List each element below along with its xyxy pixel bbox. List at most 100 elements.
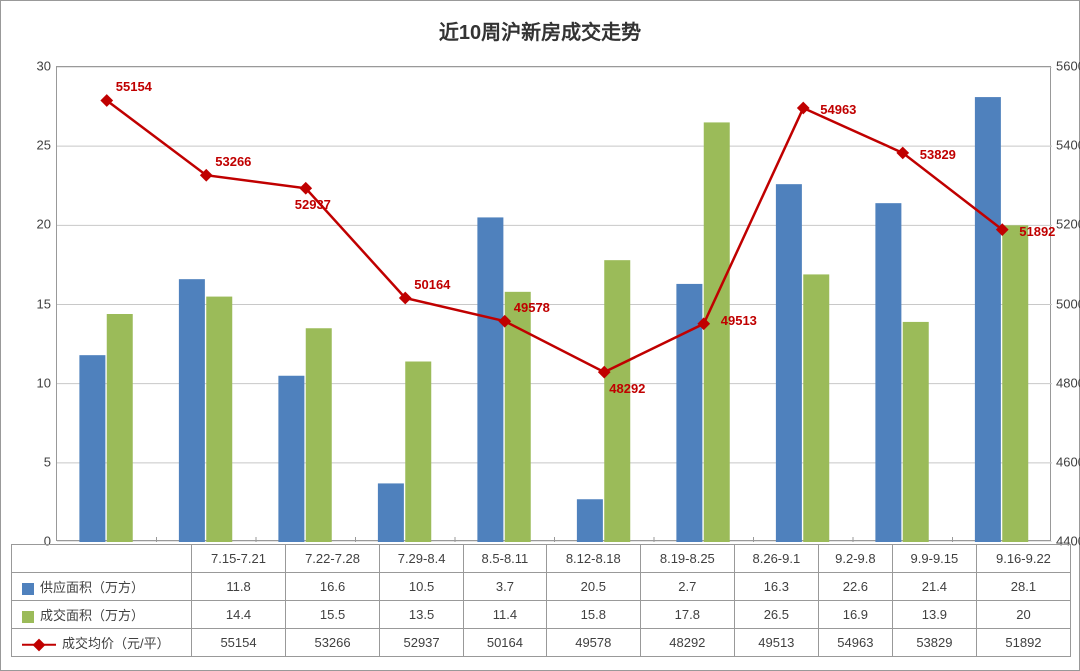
supply-bar <box>975 97 1001 542</box>
table-category-cell: 9.2-9.8 <box>818 545 892 573</box>
table-category-cell: 9.16-9.22 <box>976 545 1070 573</box>
table-value-cell: 11.8 <box>192 573 286 601</box>
supply-bar <box>875 203 901 542</box>
table-value-cell: 14.4 <box>192 601 286 629</box>
table-value-cell: 15.8 <box>546 601 640 629</box>
y1-tick-label: 5 <box>6 454 51 469</box>
deal-legend-icon <box>22 611 34 623</box>
price-data-label: 48292 <box>609 381 645 396</box>
deal-bar <box>704 122 730 542</box>
table-value-cell: 48292 <box>640 629 734 657</box>
chart-container: 近10周沪新房成交走势 051015202530 440004600048000… <box>0 0 1080 671</box>
supply-bar <box>577 499 603 542</box>
price-line <box>107 100 1003 372</box>
supply-bar <box>179 279 205 542</box>
supply-bar <box>278 376 304 542</box>
table-value-cell: 16.9 <box>818 601 892 629</box>
y2-tick-label: 54000 <box>1056 138 1080 153</box>
table-value-cell: 55154 <box>192 629 286 657</box>
chart-title: 近10周沪新房成交走势 <box>1 1 1079 45</box>
table-category-cell: 8.19-8.25 <box>640 545 734 573</box>
price-data-label: 53829 <box>920 147 956 162</box>
legend-cell-supply: 供应面积（万方） <box>12 573 192 601</box>
table-value-cell: 13.9 <box>892 601 976 629</box>
deal-bar <box>604 260 630 542</box>
table-value-cell: 17.8 <box>640 601 734 629</box>
supply-bar <box>378 483 404 542</box>
supply-bar <box>79 355 105 542</box>
table-value-cell: 10.5 <box>380 573 464 601</box>
price-data-label: 49513 <box>721 313 757 328</box>
supply-bar <box>676 284 702 542</box>
table-value-cell: 49578 <box>546 629 640 657</box>
legend-cell-deal: 成交面积（万方） <box>12 601 192 629</box>
y1-tick-label: 10 <box>6 375 51 390</box>
price-data-label: 54963 <box>820 102 856 117</box>
table-value-cell: 50164 <box>464 629 547 657</box>
table-category-cell: 9.9-9.15 <box>892 545 976 573</box>
table-category-cell: 8.26-9.1 <box>734 545 818 573</box>
y2-tick-label: 50000 <box>1056 296 1080 311</box>
table-category-cell: 7.15-7.21 <box>192 545 286 573</box>
price-data-label: 53266 <box>215 154 251 169</box>
table-value-cell: 16.6 <box>286 573 380 601</box>
price-data-label: 51892 <box>1019 224 1055 239</box>
table-value-cell: 52937 <box>380 629 464 657</box>
legend-label: 成交面积（万方） <box>40 608 144 623</box>
y1-tick-label: 25 <box>6 138 51 153</box>
y2-tick-label: 46000 <box>1056 454 1080 469</box>
table-value-cell: 20.5 <box>546 573 640 601</box>
y1-tick-label: 20 <box>6 217 51 232</box>
supply-bar <box>776 184 802 542</box>
legend-label: 供应面积（万方） <box>40 580 144 595</box>
table-value-cell: 22.6 <box>818 573 892 601</box>
supply-bar <box>477 217 503 542</box>
table-value-cell: 2.7 <box>640 573 734 601</box>
legend-label: 成交均价（元/平） <box>62 636 170 651</box>
table-value-cell: 13.5 <box>380 601 464 629</box>
deal-bar <box>505 292 531 542</box>
legend-data-table: 7.15-7.217.22-7.287.29-8.48.5-8.118.12-8… <box>11 544 1071 657</box>
y1-tick-label: 15 <box>6 296 51 311</box>
table-category-cell: 7.29-8.4 <box>380 545 464 573</box>
price-data-label: 49578 <box>514 300 550 315</box>
deal-bar <box>206 297 232 542</box>
table-category-cell: 7.22-7.28 <box>286 545 380 573</box>
price-data-label: 55154 <box>116 79 152 94</box>
legend-cell-price: 成交均价（元/平） <box>12 629 192 657</box>
table-row: 供应面积（万方）11.816.610.53.720.52.716.322.621… <box>12 573 1071 601</box>
y2-tick-label: 48000 <box>1056 375 1080 390</box>
y2-tick-label: 52000 <box>1056 217 1080 232</box>
deal-bar <box>107 314 133 542</box>
table-value-cell: 49513 <box>734 629 818 657</box>
table-value-cell: 51892 <box>976 629 1070 657</box>
legend-header-blank <box>12 545 192 573</box>
plot-area <box>56 66 1051 541</box>
deal-bar <box>903 322 929 542</box>
table-value-cell: 21.4 <box>892 573 976 601</box>
deal-bar <box>405 362 431 543</box>
price-data-label: 52937 <box>295 197 331 212</box>
y1-tick-label: 30 <box>6 59 51 74</box>
supply-legend-icon <box>22 583 34 595</box>
deal-bar <box>803 274 829 542</box>
table-value-cell: 26.5 <box>734 601 818 629</box>
table-value-cell: 54963 <box>818 629 892 657</box>
price-data-label: 50164 <box>414 277 450 292</box>
price-legend-icon <box>22 639 56 651</box>
table-value-cell: 53829 <box>892 629 976 657</box>
table-value-cell: 20 <box>976 601 1070 629</box>
y2-tick-label: 56000 <box>1056 59 1080 74</box>
price-marker <box>797 102 810 115</box>
table-value-cell: 15.5 <box>286 601 380 629</box>
table-body: 供应面积（万方）11.816.610.53.720.52.716.322.621… <box>12 573 1071 657</box>
table-value-cell: 3.7 <box>464 573 547 601</box>
table-row: 成交面积（万方）14.415.513.511.415.817.826.516.9… <box>12 601 1071 629</box>
table-category-row: 7.15-7.217.22-7.287.29-8.48.5-8.118.12-8… <box>12 545 1071 573</box>
deal-bar <box>1002 225 1028 542</box>
table-value-cell: 53266 <box>286 629 380 657</box>
table-category-cell: 8.5-8.11 <box>464 545 547 573</box>
table-value-cell: 28.1 <box>976 573 1070 601</box>
deal-bar <box>306 328 332 542</box>
table-row: 成交均价（元/平） 5515453266529375016449578482924… <box>12 629 1071 657</box>
